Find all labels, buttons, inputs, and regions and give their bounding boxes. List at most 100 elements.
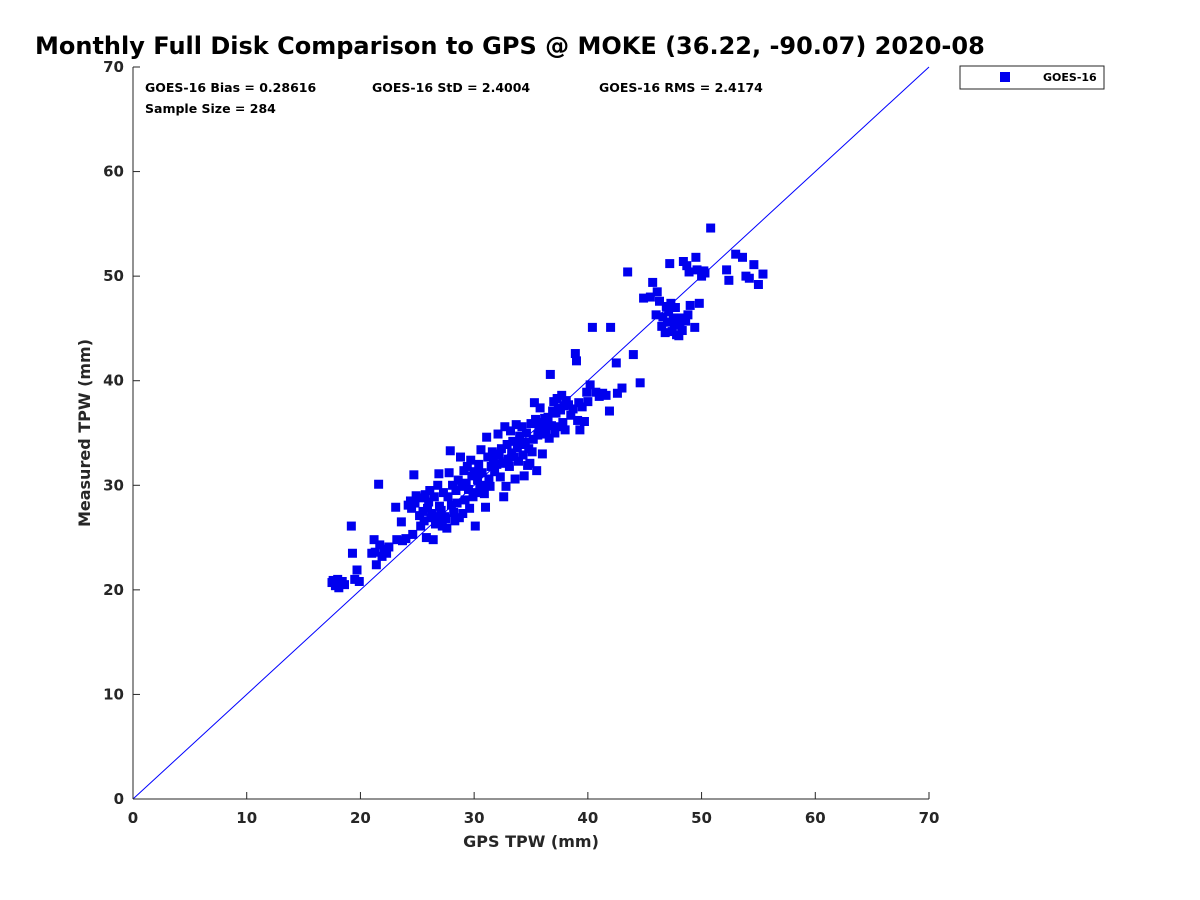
data-point <box>451 486 461 496</box>
data-point <box>543 412 553 422</box>
data-point <box>660 328 670 338</box>
y-axis-label: Measured TPW (mm) <box>75 339 94 527</box>
data-point <box>485 481 495 491</box>
y-tick-label: 60 <box>103 163 124 181</box>
data-point <box>531 414 541 424</box>
data-point <box>691 252 701 262</box>
data-point <box>443 492 453 502</box>
data-point <box>499 492 509 502</box>
data-point <box>408 529 418 539</box>
one-to-one-line <box>132 66 930 800</box>
data-point <box>429 492 439 502</box>
data-point <box>382 548 392 558</box>
data-point <box>462 461 472 471</box>
data-point <box>465 503 475 513</box>
y-tick-label: 30 <box>103 476 124 494</box>
data-point <box>444 468 454 478</box>
data-point <box>334 583 344 593</box>
data-point <box>461 478 471 488</box>
data-point <box>700 268 710 278</box>
data-point <box>479 489 489 499</box>
data-point <box>520 437 530 447</box>
data-point <box>552 393 562 403</box>
data-point <box>411 491 421 501</box>
data-point <box>453 475 463 485</box>
data-point <box>502 440 512 450</box>
data-point <box>684 267 694 277</box>
data-point <box>352 565 362 575</box>
data-point <box>657 321 667 331</box>
data-point <box>575 425 585 435</box>
data-point <box>421 533 431 543</box>
data-point <box>542 420 552 430</box>
data-point <box>478 480 488 490</box>
data-point <box>692 265 702 275</box>
stat-sample-size: Sample Size = 284 <box>145 101 276 116</box>
data-point <box>460 495 470 505</box>
data-point <box>670 303 680 313</box>
data-point <box>738 252 748 262</box>
data-point <box>658 312 668 322</box>
data-point <box>508 436 518 446</box>
data-point <box>405 496 415 506</box>
data-point <box>477 468 487 478</box>
data-point <box>490 467 500 477</box>
data-point <box>347 548 357 558</box>
data-point <box>724 275 734 285</box>
data-point <box>582 387 592 397</box>
y-tick-label: 10 <box>103 685 124 703</box>
data-point <box>525 458 535 468</box>
data-point <box>611 358 621 368</box>
data-point <box>420 490 430 500</box>
data-point <box>677 326 687 336</box>
data-point <box>488 454 498 464</box>
data-point <box>354 576 364 586</box>
data-point <box>521 428 531 438</box>
data-point <box>450 516 460 526</box>
y-tick-label: 50 <box>103 267 124 285</box>
data-point <box>494 450 504 460</box>
data-point <box>601 390 611 400</box>
data-point <box>662 317 672 327</box>
data-point <box>558 418 568 428</box>
data-point <box>474 459 484 469</box>
data-point <box>731 249 741 259</box>
x-tick-label: 60 <box>805 809 826 827</box>
data-point <box>473 475 483 485</box>
legend-marker <box>1000 72 1010 82</box>
data-point <box>511 420 521 430</box>
data-point <box>371 560 381 570</box>
data-point <box>535 403 545 413</box>
data-point <box>434 469 444 479</box>
y-ticks: 0 10 20 30 40 50 60 70 <box>103 58 140 808</box>
data-point <box>463 484 473 494</box>
data-point <box>492 459 502 469</box>
data-point <box>517 422 527 432</box>
reference-line-group <box>132 66 930 800</box>
data-point <box>744 273 754 283</box>
data-point <box>375 540 385 550</box>
data-point <box>446 500 456 510</box>
data-point <box>423 503 433 513</box>
data-point <box>437 521 447 531</box>
data-point <box>516 440 526 450</box>
data-point <box>606 322 616 332</box>
data-point <box>550 428 560 438</box>
data-point <box>495 472 505 482</box>
y-tick-label: 20 <box>103 581 124 599</box>
data-point <box>564 400 574 410</box>
data-point <box>428 535 438 545</box>
data-point <box>651 310 661 320</box>
legend-box <box>959 65 1105 90</box>
x-tick-label: 30 <box>464 809 485 827</box>
data-point <box>441 514 451 524</box>
data-point <box>617 383 627 393</box>
x-tick-label: 20 <box>350 809 371 827</box>
data-point <box>436 505 446 515</box>
stat-rms: GOES-16 RMS = 2.4174 <box>599 80 763 95</box>
data-point <box>675 320 685 330</box>
data-point <box>377 551 387 561</box>
data-point <box>374 479 384 489</box>
data-point <box>519 471 529 481</box>
